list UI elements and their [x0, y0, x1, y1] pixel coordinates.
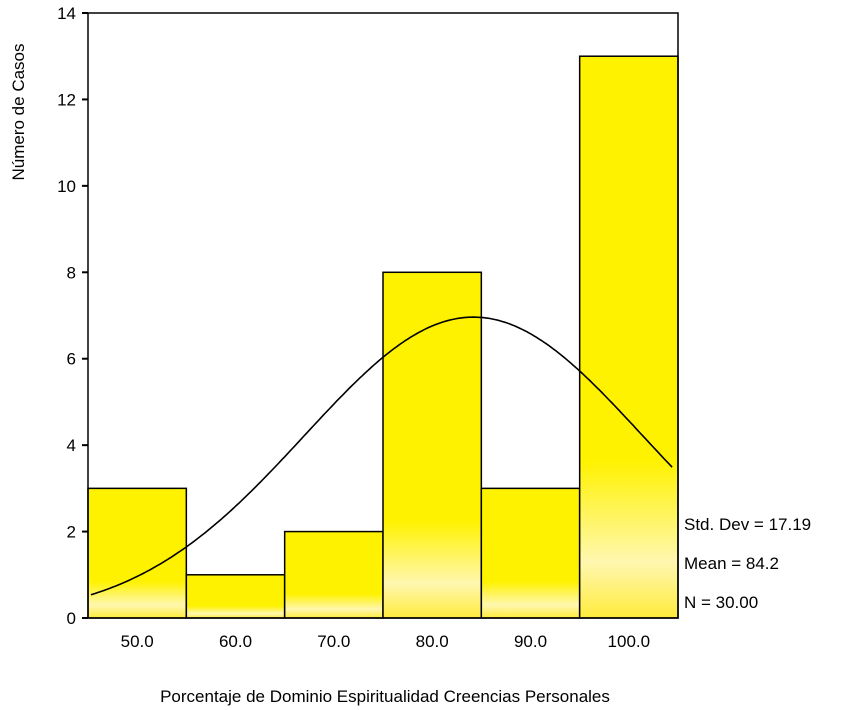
y-axis: 0 2 4 6 8 10 12 14 — [57, 4, 88, 628]
stat-mean: Mean = 84.2 — [684, 554, 779, 573]
histogram-bar-2 — [185, 574, 286, 619]
y-tick-label: 10 — [57, 177, 76, 196]
x-tick-label: 80.0 — [416, 632, 449, 651]
normal-curve — [90, 316, 673, 596]
x-tick-label: 50.0 — [121, 632, 154, 651]
y-tick-label: 0 — [67, 609, 76, 628]
y-tick-label: 6 — [67, 350, 76, 369]
y-tick-label: 12 — [57, 90, 76, 109]
x-axis: 50.0 60.0 70.0 80.0 90.0 100.0 — [121, 632, 650, 651]
x-tick-label: 90.0 — [514, 632, 547, 651]
histogram-bar-4 — [382, 271, 483, 619]
y-tick-label: 14 — [57, 4, 76, 23]
y-tick-label: 2 — [67, 523, 76, 542]
histogram-bars — [87, 55, 679, 619]
x-axis-title: Porcentaje de Dominio Espiritualidad Cre… — [160, 687, 610, 706]
histogram-bar-3 — [283, 530, 384, 619]
x-tick-label: 70.0 — [317, 632, 350, 651]
x-tick-label: 100.0 — [608, 632, 651, 651]
y-axis-title: Número de Casos — [9, 43, 28, 180]
plot-frame — [87, 12, 679, 619]
y-tick-label: 8 — [67, 263, 76, 282]
histogram-bar-6 — [578, 55, 679, 619]
histogram-bar-1 — [87, 487, 188, 619]
x-tick-label: 60.0 — [219, 632, 252, 651]
stat-std-dev: Std. Dev = 17.19 — [684, 515, 811, 534]
histogram-bar-5 — [480, 487, 581, 619]
stat-n: N = 30.00 — [684, 593, 758, 612]
y-tick-label: 4 — [67, 436, 76, 455]
